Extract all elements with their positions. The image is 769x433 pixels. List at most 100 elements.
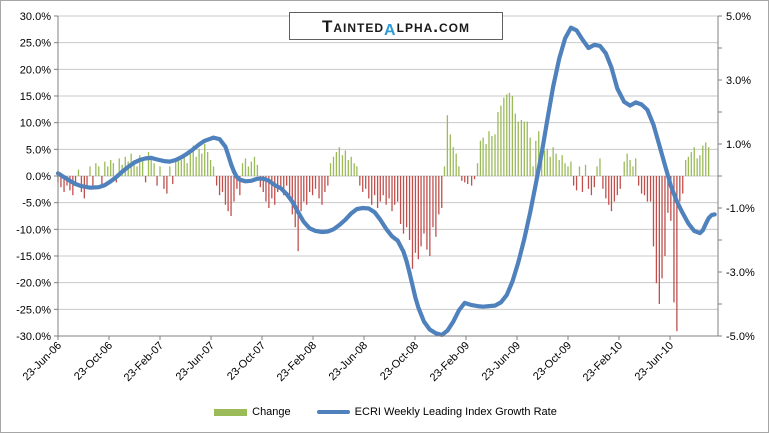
change-bar: [687, 156, 690, 176]
change-bar: [696, 158, 698, 176]
change-bar: [482, 137, 484, 176]
y-right-tick-label: -3.0%: [726, 267, 755, 279]
change-bar: [417, 176, 420, 260]
change-bar: [532, 166, 534, 176]
change-bar: [629, 160, 631, 176]
change-bar: [169, 166, 171, 176]
y-right-tick-label: 3.0%: [726, 75, 751, 87]
y-left-tick-label: -20.0%: [16, 278, 51, 290]
change-bar: [570, 161, 572, 176]
change-bar: [77, 169, 80, 176]
x-tick-label: 23-Jun-06: [21, 340, 65, 384]
change-bar: [136, 166, 138, 176]
change-bar: [458, 166, 460, 176]
change-bar: [183, 153, 185, 176]
right-axis-labels: 5.0% 3.0% 1.0% -1.0% -3.0% -5.0%: [718, 11, 755, 343]
change-bar: [693, 147, 695, 176]
change-bar: [224, 176, 227, 205]
change-bar: [488, 131, 490, 176]
y-left-tick-label: 15.0%: [20, 91, 51, 103]
change-bar: [335, 152, 338, 176]
change-bar: [661, 176, 663, 279]
change-bar: [655, 176, 658, 284]
change-bar: [74, 176, 77, 186]
logo-alpha-icon: α: [384, 13, 397, 40]
change-bar: [195, 156, 197, 176]
change-bar: [362, 176, 364, 192]
y-left-tick-label: 10.0%: [20, 118, 51, 130]
change-bar: [201, 153, 203, 176]
change-bar: [163, 176, 165, 189]
change-bar: [86, 176, 88, 189]
y-left-tick-label: 30.0%: [20, 11, 51, 23]
x-tick-label: 23-Oct-07: [225, 340, 268, 383]
change-bar: [491, 136, 493, 176]
change-bar: [479, 140, 482, 176]
change-bar: [350, 156, 352, 176]
x-tick-label: 23-Jun-10: [633, 340, 677, 384]
change-bar: [72, 176, 74, 196]
x-tick-label: 23-Jun-08: [327, 340, 371, 384]
change-bar: [60, 176, 62, 188]
change-bar: [520, 120, 523, 176]
change-bar: [95, 163, 97, 176]
change-bar: [341, 155, 344, 176]
left-axis-labels: 30.0% 25.0% 20.0% 15.0% 10.0% 5.0% 0.0% -5.0% -1…: [16, 11, 58, 343]
change-bar: [529, 137, 531, 176]
change-bar: [581, 176, 584, 192]
y-right-tick-label: -5.0%: [726, 331, 755, 343]
change-bar: [652, 176, 655, 247]
change-bar: [564, 163, 566, 176]
change-bar: [321, 176, 323, 205]
change-bar: [141, 160, 144, 176]
change-bar: [432, 176, 434, 228]
change-bar: [306, 176, 308, 205]
change-bar: [150, 158, 152, 176]
change-bar: [175, 161, 177, 176]
change-bar: [250, 161, 252, 176]
change-bar: [637, 176, 640, 186]
change-bar: [619, 176, 621, 189]
change-bar: [89, 166, 91, 176]
change-bar: [327, 176, 329, 186]
change-bar: [247, 166, 250, 176]
change-bar: [587, 176, 590, 189]
change-bar: [596, 166, 598, 176]
change-bar: [359, 176, 361, 186]
y-left-tick-label: -25.0%: [16, 304, 51, 316]
change-bar: [332, 156, 335, 176]
change-bar: [394, 176, 396, 205]
change-bar: [218, 176, 221, 196]
change-bar: [599, 158, 601, 176]
change-bar: [399, 176, 402, 224]
change-swatch: [214, 408, 248, 416]
change-bar: [291, 176, 293, 215]
legend: Change ECRI Weekly Leading Index Growth …: [1, 400, 768, 424]
change-bar: [308, 176, 311, 192]
change-bar: [676, 176, 678, 332]
change-bar: [153, 163, 155, 176]
change-bar: [575, 176, 578, 191]
change-bar: [702, 145, 704, 176]
change-bar: [464, 176, 466, 183]
change-bar: [452, 147, 454, 176]
change-bar: [679, 176, 681, 202]
change-bar: [584, 164, 587, 176]
change-bar: [344, 150, 347, 176]
y-left-tick-label: -30.0%: [16, 331, 51, 343]
change-bar: [186, 163, 188, 176]
y-right-tick-label: -1.0%: [726, 203, 755, 215]
change-bar: [391, 176, 393, 212]
change-bar: [473, 176, 476, 180]
change-bar: [455, 153, 457, 176]
change-bar: [552, 147, 554, 176]
change-bar: [376, 176, 379, 208]
change-bar: [423, 176, 425, 234]
change-bar: [497, 112, 499, 176]
change-bar: [690, 152, 692, 176]
change-bar: [280, 176, 282, 189]
change-bar: [685, 160, 687, 176]
change-bar: [227, 176, 229, 212]
change-bar: [265, 176, 267, 202]
